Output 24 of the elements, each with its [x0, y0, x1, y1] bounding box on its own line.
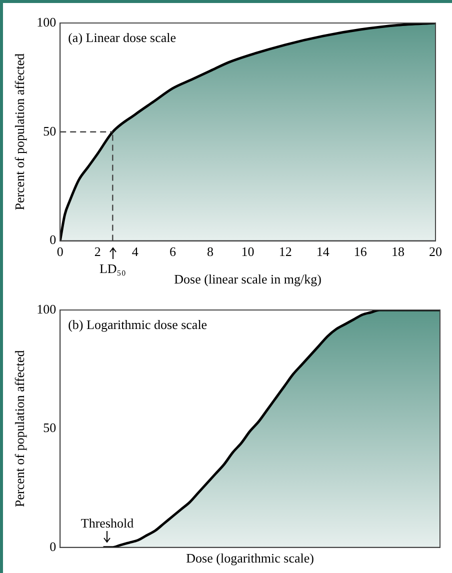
y-tick-label: 100 [36, 301, 56, 316]
x-tick-label: 18 [391, 244, 404, 260]
y-axis-title: Percent of population affected [12, 350, 28, 508]
y-tick-label: 100 [36, 14, 56, 30]
x-tick-label: 8 [207, 244, 214, 260]
y-axis-title: Percent of population affected [12, 53, 28, 210]
y-tick-label: 0 [50, 232, 56, 248]
x-axis-title: Dose (linear scale in mg/kg) [174, 272, 322, 287]
x-tick-label: 16 [354, 244, 368, 260]
x-tick-label: 2 [94, 244, 101, 260]
x-tick-label: 4 [132, 244, 139, 260]
x-axis-title: Dose (logarithmic scale) [186, 550, 314, 566]
x-tick-label: 12 [278, 244, 292, 260]
text: (b) Logarithmic dose scale [68, 316, 208, 332]
y-tick-label: 50 [43, 420, 56, 436]
annotation: LD₅₀ [99, 260, 126, 276]
annotation: Threshold [80, 515, 134, 530]
x-tick-label: 6 [169, 244, 176, 260]
text: (a) Linear dose scale [68, 30, 176, 45]
x-tick-label: 14 [316, 244, 330, 260]
x-tick-label: 10 [241, 244, 254, 260]
y-tick-label: 0 [50, 538, 56, 554]
x-tick-label: 20 [429, 244, 442, 260]
y-tick-label: 50 [43, 123, 56, 138]
